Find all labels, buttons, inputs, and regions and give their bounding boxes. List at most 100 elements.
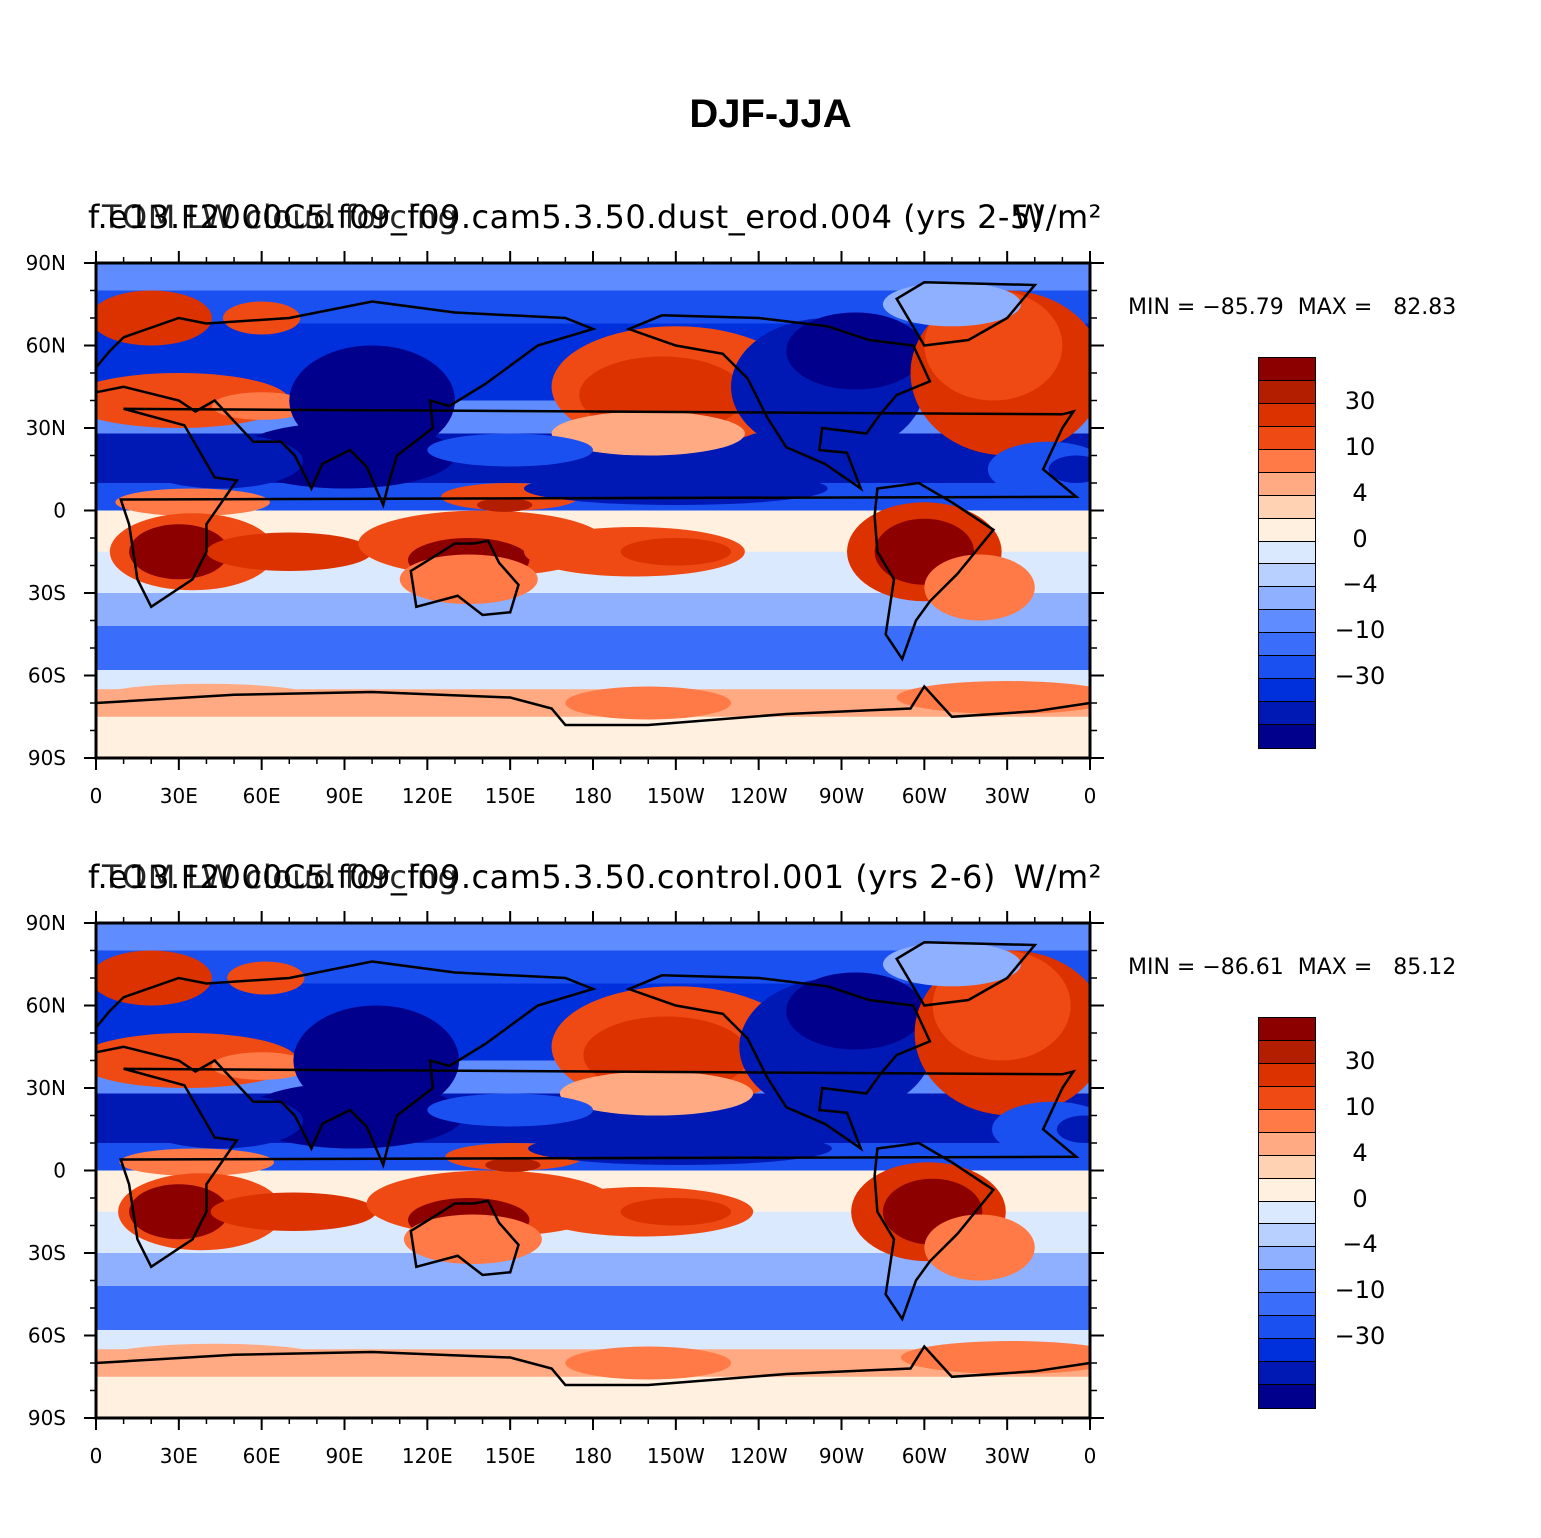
- lat-label: 60S: [28, 664, 66, 688]
- contour-band: [96, 626, 1090, 671]
- coastlines: [95, 941, 1091, 1387]
- axis-ticks: [84, 911, 1104, 1430]
- colorbar-label: −10: [1334, 1276, 1386, 1305]
- contour-region: [129, 524, 229, 580]
- lon-label: 30W: [985, 1444, 1030, 1468]
- colorbar-swatch: [1258, 494, 1316, 520]
- units-label: W/m²: [1013, 858, 1102, 896]
- contour-region: [210, 1192, 377, 1231]
- contour-region: [528, 1132, 832, 1165]
- coastline: [894, 281, 1038, 347]
- coastline: [95, 684, 1091, 727]
- contour-region: [565, 686, 732, 720]
- contour-region: [559, 1071, 754, 1116]
- contour-region: [1048, 455, 1090, 483]
- colorbar-swatch: [1258, 1384, 1316, 1410]
- colorbar-label: 0: [1352, 524, 1368, 553]
- contour-region: [987, 441, 1090, 497]
- colorbar: [1258, 1017, 1316, 1410]
- lat-label: 90N: [26, 251, 66, 275]
- axis-ticks: [84, 251, 1104, 770]
- lon-label: 30W: [985, 784, 1030, 808]
- map-plot: 0 30E 60E 90E 120E 150E 180 150W 120W 90W 60W 30W 0 …: [26, 911, 1104, 1468]
- coastline: [625, 974, 932, 1152]
- colorbar-label: −30: [1334, 1322, 1386, 1351]
- contour-region: [242, 1082, 464, 1149]
- contour-region: [477, 498, 533, 512]
- colorbar-label: −4: [1342, 570, 1378, 599]
- contour-region: [786, 972, 925, 1050]
- lat-label: 60N: [26, 334, 66, 358]
- contour-region: [211, 392, 312, 420]
- colorbar-swatch: [1258, 471, 1316, 497]
- colorbar-swatch: [1258, 701, 1316, 726]
- colorbar: [1258, 357, 1316, 750]
- colorbar-swatch: [1258, 609, 1316, 634]
- contour-band: [96, 670, 1090, 690]
- colorbar-swatch: [1258, 1085, 1316, 1111]
- coastline: [95, 300, 597, 509]
- contour-region: [96, 950, 212, 1006]
- lon-label: 120W: [730, 784, 788, 808]
- contour-region: [427, 1093, 593, 1127]
- colorbar-swatch: [1258, 379, 1316, 405]
- coastline: [119, 1067, 1080, 1269]
- colorbar-swatch: [1258, 448, 1316, 474]
- lat-label: 60S: [28, 1324, 66, 1348]
- latitude-labels: 90N 60N 30N 0 30S 60S 90S: [26, 251, 66, 770]
- lon-label: 0: [1084, 1444, 1097, 1468]
- contour-region: [227, 961, 305, 995]
- min-max-readout: MIN = −85.79 MAX = 82.83: [1128, 295, 1456, 320]
- min-label: MIN = −86.61: [1128, 955, 1284, 980]
- contour-region: [900, 1341, 1090, 1374]
- colorbar-label: 30: [1344, 386, 1376, 415]
- coastline: [409, 1199, 520, 1277]
- colorbar-swatch: [1258, 517, 1316, 542]
- colorbar-swatch: [1258, 1246, 1316, 1271]
- contour-region: [551, 411, 745, 456]
- colorbar-swatch: [1258, 1338, 1316, 1363]
- lon-label: 60W: [902, 784, 947, 808]
- colorbar-swatch: [1258, 357, 1316, 382]
- contour-region: [119, 1148, 275, 1176]
- lon-label: 0: [90, 1444, 103, 1468]
- lon-label: 150W: [647, 784, 705, 808]
- contour-region: [924, 554, 1035, 621]
- colorbar-swatch: [1258, 1223, 1316, 1248]
- colorbar-swatch: [1258, 1315, 1316, 1340]
- colorbar-label: 4: [1352, 478, 1368, 507]
- colorbar-swatch: [1258, 1039, 1316, 1065]
- colorbar-swatch: [1258, 1108, 1316, 1134]
- lon-label: 90W: [819, 784, 864, 808]
- colorbar-label: −4: [1342, 1230, 1378, 1259]
- lat-label: 30N: [26, 416, 66, 440]
- contour-region: [1056, 1115, 1090, 1143]
- lon-label: 90E: [325, 1444, 363, 1468]
- lon-label: 0: [90, 784, 103, 808]
- coastline: [894, 941, 1038, 1007]
- contour-region: [882, 942, 1021, 987]
- colorbar-swatch: [1258, 1062, 1316, 1088]
- contour-region: [223, 301, 301, 335]
- contour-region: [211, 1052, 312, 1080]
- contour-region: [137, 1093, 304, 1149]
- contour-region: [523, 472, 828, 505]
- contour-region: [896, 681, 1090, 714]
- contour-region: [620, 1198, 732, 1226]
- contour-region: [882, 282, 1021, 327]
- contour-band: [96, 1286, 1090, 1331]
- lon-label: 120E: [402, 1444, 453, 1468]
- contour-region: [620, 538, 732, 566]
- contour-region: [403, 1214, 542, 1264]
- colorbar-swatch: [1258, 1154, 1316, 1180]
- colorbar-swatch: [1258, 678, 1316, 703]
- colorbar-swatch: [1258, 563, 1316, 588]
- contour-band: [96, 1330, 1090, 1350]
- contour-region: [129, 1184, 229, 1240]
- lon-label: 120E: [402, 784, 453, 808]
- contour-region: [991, 1101, 1090, 1157]
- colorbar-label: 30: [1344, 1046, 1376, 1075]
- colorbar-swatch: [1258, 540, 1316, 565]
- coastline: [873, 481, 996, 662]
- variable-title: TOM LW cloud forcing: [102, 858, 459, 896]
